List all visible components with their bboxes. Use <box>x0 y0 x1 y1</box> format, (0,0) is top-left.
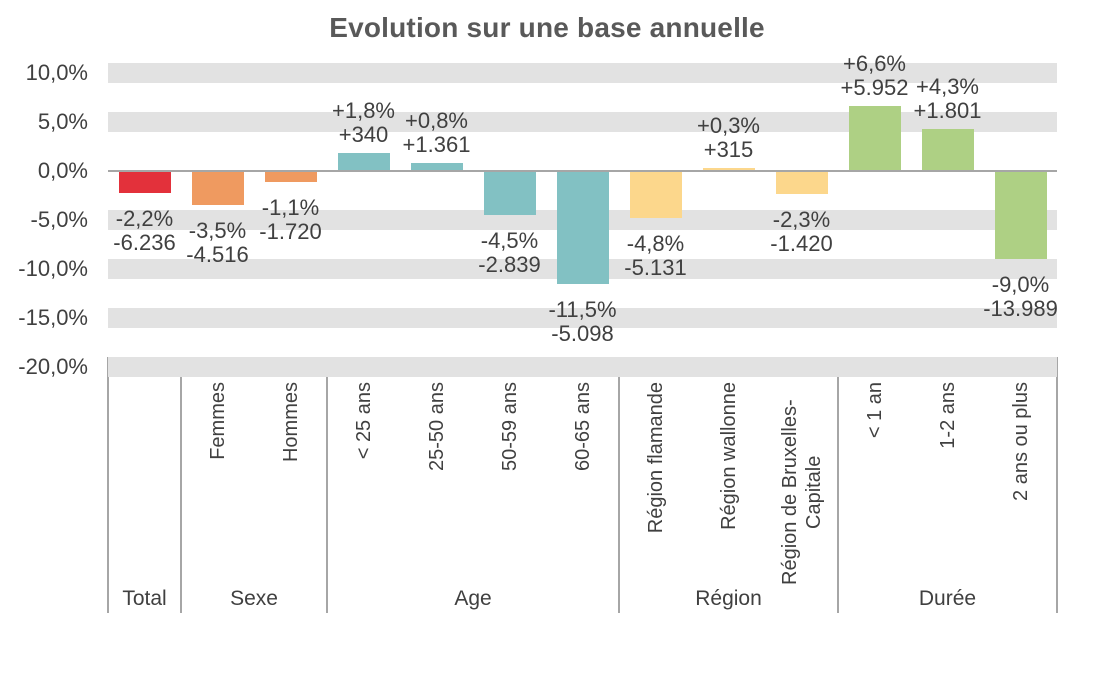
bar-pct-label: -4,5% <box>480 228 539 254</box>
bar-pct-label: -3,5% <box>188 218 247 244</box>
y-axis-tick-label: 10,0% <box>25 60 88 85</box>
bar-value-label: -9,0% -13.989 <box>956 273 1086 321</box>
bar <box>775 171 828 194</box>
bar-pct-label: -4,8% <box>626 231 685 257</box>
gridline-band <box>108 112 1057 132</box>
bar-abs-label: -1.420 <box>770 230 833 256</box>
category-label: 1-2 ans <box>936 382 959 449</box>
bar <box>629 171 682 219</box>
bar-pct-label: -1,1% <box>261 194 320 220</box>
bar <box>921 128 974 171</box>
bar-abs-label: -5.131 <box>624 255 687 281</box>
y-axis-tick-label: -15,0% <box>18 305 88 330</box>
bar <box>337 153 390 171</box>
y-axis-tick-label: -20,0% <box>18 354 88 379</box>
bar <box>118 171 171 193</box>
group-label: Age <box>454 587 492 610</box>
bar-pct-label: +4,3% <box>916 73 979 99</box>
bar-value-label: -2,2% -6.236 <box>80 205 210 255</box>
axis-separator <box>618 357 620 613</box>
chart-title: Evolution sur une base annuelle <box>329 12 765 43</box>
bar-value-label: -2,3% -1.420 <box>737 206 867 256</box>
bar <box>556 171 609 284</box>
category-label: Femmes <box>206 382 229 460</box>
gridline-band <box>108 308 1057 328</box>
bar-pct-label: -2,3% <box>772 206 831 232</box>
bar-value-label: -11,5% -5.098 <box>518 296 648 346</box>
bar-abs-label: +5.952 <box>840 75 909 101</box>
y-axis-tick-label: 5,0% <box>37 109 88 134</box>
bar-value-label: -4,5% -2.839 <box>445 229 575 277</box>
bar-abs-label: -4.516 <box>186 242 249 268</box>
axis-separator <box>107 357 109 613</box>
y-axis-tick-label: -10,0% <box>18 256 88 281</box>
category-label: 50-59 ans <box>498 382 521 471</box>
bar <box>848 106 901 171</box>
bar-abs-label: -2.839 <box>478 252 541 278</box>
bar <box>702 168 755 171</box>
group-label: Durée <box>918 587 977 610</box>
bar-value-label: +0,3% +315 <box>664 114 794 162</box>
category-label: Région flamande <box>644 382 667 534</box>
bar-value-label: +6,6% +5.952 <box>810 52 940 100</box>
bar-abs-label: +1.801 <box>913 97 982 123</box>
bar-abs-label: -1.720 <box>259 218 322 244</box>
bar-pct-label: -2,2% <box>115 205 174 231</box>
bar <box>410 163 463 171</box>
category-label: < 1 an <box>863 382 886 439</box>
category-label: Région de Bruxelles-Capitale <box>778 399 825 585</box>
bar-pct-label: +0,8% <box>405 108 468 134</box>
bar-pct-label: -11,5% <box>548 296 617 322</box>
bar-value-label: +4,3% +1.801 <box>883 73 1013 123</box>
bar-abs-label: +315 <box>703 137 754 163</box>
zero-line <box>108 170 1057 172</box>
bar <box>191 171 244 206</box>
bar <box>264 171 317 182</box>
bar-abs-label: -5.098 <box>551 320 614 346</box>
bar-pct-label: -9,0% <box>991 272 1050 298</box>
gridline-band <box>108 357 1057 377</box>
bar-value-label: +0,8% +1.361 <box>372 109 502 157</box>
axis-separator <box>180 357 182 613</box>
category-label: 25-50 ans <box>425 382 448 471</box>
gridline-band <box>108 63 1057 83</box>
bar-pct-label: +0,3% <box>697 113 760 139</box>
category-label: Région wallonne <box>717 382 740 530</box>
axis-separator <box>326 357 328 613</box>
bar-value-label: -4,8% -5.131 <box>591 232 721 280</box>
group-label: Région <box>695 587 762 610</box>
axis-separator <box>837 357 839 613</box>
y-axis-tick-label: 0,0% <box>37 158 88 183</box>
category-label: < 25 ans <box>352 382 375 460</box>
bar-pct-label: +1,8% <box>332 98 395 124</box>
group-label: Sexe <box>230 587 278 610</box>
bar-value-label: -3,5% -4.516 <box>153 219 283 267</box>
bar <box>483 171 536 216</box>
y-axis-tick-label: -5,0% <box>30 207 88 232</box>
bar-abs-label: -6.236 <box>113 229 176 255</box>
category-label: 60-65 ans <box>571 382 594 471</box>
category-label: Hommes <box>279 382 302 463</box>
category-label: 2 ans ou plus <box>1009 382 1032 501</box>
bar-value-label: +1,8% +340 <box>299 99 429 147</box>
bar-abs-label: +340 <box>338 122 389 148</box>
group-label: Total <box>122 587 167 610</box>
bar-pct-label: +6,6% <box>843 51 906 77</box>
bar-value-label: -1,1% -1.720 <box>226 194 356 244</box>
bar-abs-label: -13.989 <box>983 296 1058 322</box>
bar <box>994 171 1047 260</box>
bar-abs-label: +1.361 <box>402 132 471 158</box>
axis-separator <box>1056 357 1058 613</box>
